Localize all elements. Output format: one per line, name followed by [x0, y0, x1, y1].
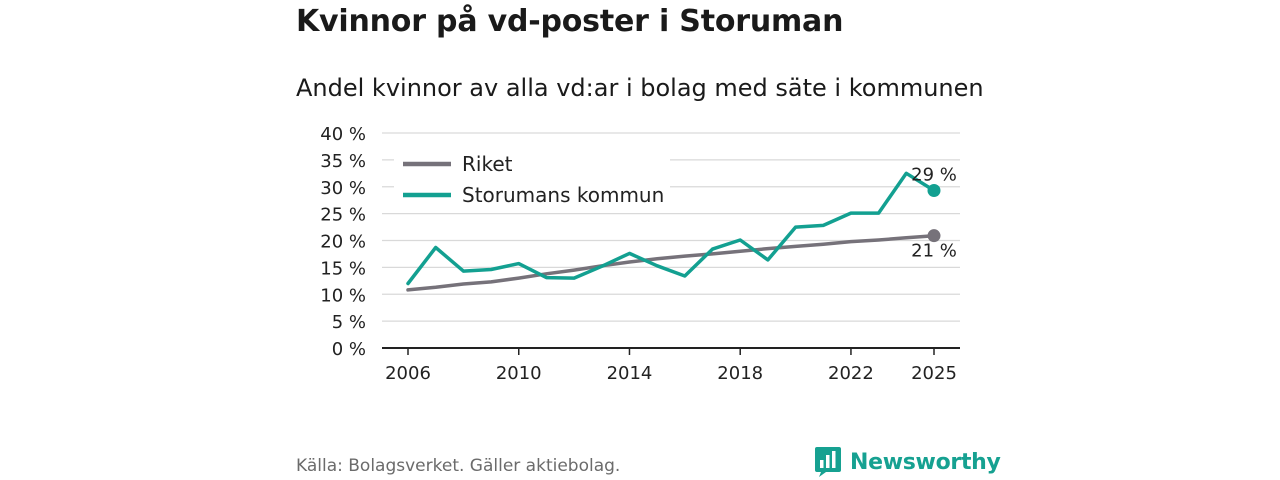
x-tick-label: 2006	[385, 363, 431, 384]
x-tick-label: 2022	[828, 363, 874, 384]
y-tick-label: 20 %	[320, 232, 366, 253]
y-tick-label: 40 %	[320, 124, 366, 145]
legend-box	[394, 150, 670, 212]
end-value-label: 29 %	[911, 165, 957, 186]
series-line-storuman	[406, 171, 936, 286]
y-tick-label: 5 %	[332, 312, 366, 333]
brand-name: Newsworthy	[850, 449, 1001, 475]
y-tick-label: 35 %	[320, 151, 366, 172]
y-tick-label: 25 %	[320, 205, 366, 226]
x-tick-label: 2018	[717, 363, 763, 384]
end-value-label: 21 %	[911, 241, 957, 262]
line-chart: 0 % 5 % 10 % 15 % 20 % 25 % 30 % 35 % 40 % 2006 20…	[320, 124, 960, 384]
newsworthy-logo-icon	[815, 447, 841, 477]
chart-title: Kvinnor på vd-poster i Storuman	[296, 4, 844, 39]
legend-label: Riket	[462, 152, 513, 176]
brand-logo: Newsworthy	[814, 446, 1001, 478]
legend-label: Storumans kommun	[462, 183, 664, 207]
series-line-riket	[406, 233, 936, 292]
end-point-marker	[927, 184, 941, 198]
y-tick-label: 30 %	[320, 178, 366, 199]
x-tick-label: 2025	[911, 363, 957, 384]
y-tick-label: 15 %	[320, 258, 366, 279]
end-point-marker	[927, 229, 941, 243]
y-tick-label: 10 %	[320, 285, 366, 306]
y-tick-label: 0 %	[332, 339, 366, 360]
x-tick-label: 2010	[496, 363, 542, 384]
x-tick-label: 2014	[607, 363, 653, 384]
source-note: Källa: Bolagsverket. Gäller aktiebolag.	[296, 456, 621, 476]
chart-subtitle: Andel kvinnor av alla vd:ar i bolag med …	[296, 74, 984, 102]
